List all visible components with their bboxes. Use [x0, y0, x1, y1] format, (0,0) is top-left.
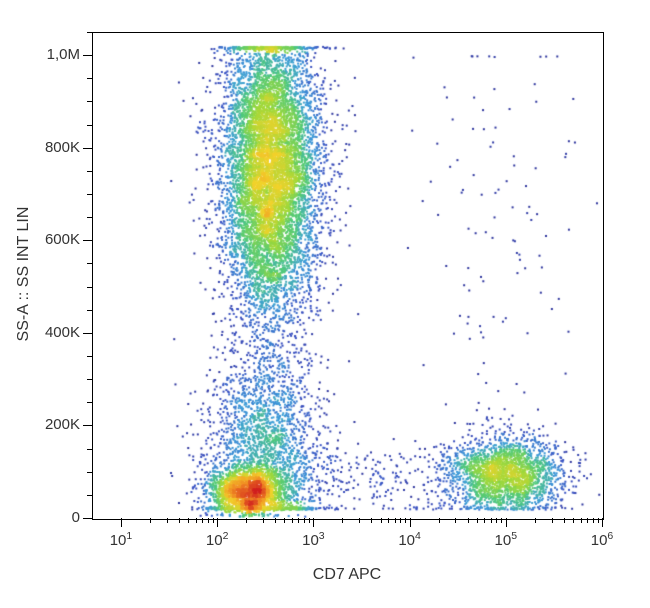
x-minor-tick — [395, 518, 396, 523]
x-minor-tick — [573, 518, 574, 523]
x-tick — [313, 518, 314, 527]
y-tick-label: 800K — [45, 139, 80, 156]
x-minor-tick — [484, 518, 485, 523]
y-axis-label: SS-A :: SS INT LIN — [15, 31, 33, 517]
x-tick — [217, 518, 218, 527]
y-tick — [83, 333, 92, 334]
x-minor-tick — [304, 518, 305, 523]
y-minor-tick — [87, 194, 92, 195]
x-minor-tick — [564, 518, 565, 523]
x-minor-tick — [275, 518, 276, 523]
x-minor-tick — [455, 518, 456, 523]
figure: SS-A :: SS INT LIN CD7 APC 101 102 103 104 1… — [0, 0, 650, 608]
x-tick-label: 103 — [293, 530, 333, 549]
y-minor-tick — [87, 287, 92, 288]
x-minor-tick — [150, 518, 151, 523]
x-minor-tick — [405, 518, 406, 523]
y-tick-label: 200K — [45, 416, 80, 433]
y-tick-label: 0 — [72, 509, 80, 526]
x-minor-tick — [388, 518, 389, 523]
y-minor-tick — [87, 472, 92, 473]
y-minor-tick — [87, 171, 92, 172]
y-minor-tick — [87, 310, 92, 311]
y-minor-tick — [87, 101, 92, 102]
y-minor-tick — [87, 379, 92, 380]
x-minor-tick — [196, 518, 197, 523]
y-tick-label: 1,0M — [47, 46, 80, 63]
x-minor-tick — [371, 518, 372, 523]
x-tick — [121, 518, 122, 527]
x-minor-tick — [400, 518, 401, 523]
x-minor-tick — [359, 518, 360, 523]
x-minor-tick — [167, 518, 168, 523]
x-minor-tick — [593, 518, 594, 523]
x-minor-tick — [202, 518, 203, 523]
x-minor-tick — [284, 518, 285, 523]
y-tick — [83, 55, 92, 56]
density-scatter-canvas — [93, 33, 603, 519]
y-tick — [83, 425, 92, 426]
x-tick-label: 101 — [101, 530, 141, 549]
x-minor-tick — [309, 518, 310, 523]
x-minor-tick — [598, 518, 599, 523]
x-tick-label: 104 — [390, 530, 430, 549]
x-minor-tick — [342, 518, 343, 523]
y-minor-tick — [87, 495, 92, 496]
x-minor-tick — [535, 518, 536, 523]
x-minor-tick — [263, 518, 264, 523]
y-minor-tick — [87, 263, 92, 264]
x-minor-tick — [188, 518, 189, 523]
x-minor-tick — [208, 518, 209, 523]
x-minor-tick — [496, 518, 497, 523]
x-tick — [602, 518, 603, 527]
y-tick — [83, 240, 92, 241]
x-tick — [410, 518, 411, 527]
y-tick-label: 600K — [45, 231, 80, 248]
y-tick — [83, 518, 92, 519]
x-tick — [506, 518, 507, 527]
y-minor-tick — [87, 402, 92, 403]
plot-area — [92, 32, 604, 520]
x-minor-tick — [468, 518, 469, 523]
x-minor-tick — [213, 518, 214, 523]
x-minor-tick — [587, 518, 588, 523]
x-minor-tick — [179, 518, 180, 523]
x-axis-label: CD7 APC — [92, 566, 602, 584]
y-minor-tick — [87, 217, 92, 218]
y-minor-tick — [87, 449, 92, 450]
x-tick-label: 105 — [486, 530, 526, 549]
x-minor-tick — [552, 518, 553, 523]
x-tick-label: 102 — [197, 530, 237, 549]
y-minor-tick — [87, 125, 92, 126]
x-minor-tick — [246, 518, 247, 523]
y-minor-tick — [87, 78, 92, 79]
x-minor-tick — [501, 518, 502, 523]
x-minor-tick — [477, 518, 478, 523]
x-minor-tick — [439, 518, 440, 523]
x-minor-tick — [381, 518, 382, 523]
x-minor-tick — [491, 518, 492, 523]
x-minor-tick — [298, 518, 299, 523]
y-tick — [83, 148, 92, 149]
x-minor-tick — [292, 518, 293, 523]
y-tick-label: 400K — [45, 324, 80, 341]
x-tick-label: 106 — [582, 530, 622, 549]
y-minor-tick — [87, 32, 92, 33]
x-minor-tick — [581, 518, 582, 523]
y-minor-tick — [87, 356, 92, 357]
